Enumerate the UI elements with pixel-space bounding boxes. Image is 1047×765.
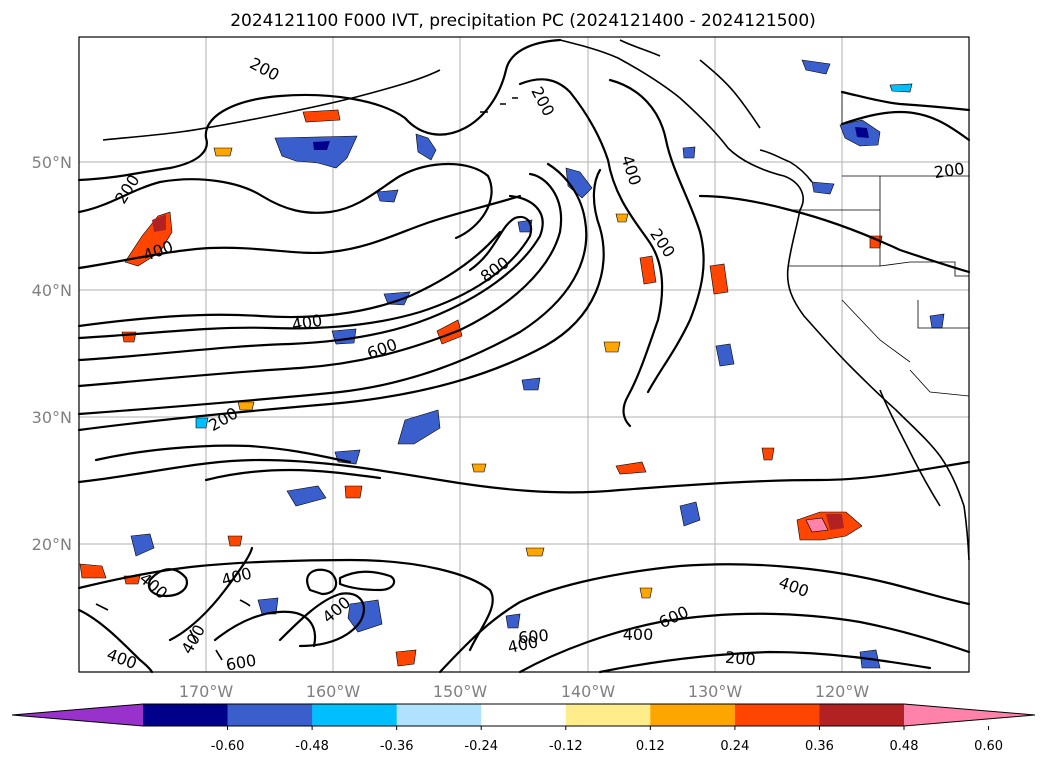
precip-patch-negative bbox=[376, 189, 399, 203]
precip-patch-negative bbox=[415, 133, 437, 161]
contour-label: 600 bbox=[517, 626, 549, 648]
precip-patch-negative bbox=[801, 59, 831, 75]
contour-label: 200 bbox=[933, 159, 966, 182]
precip-patch-positive bbox=[639, 255, 657, 285]
precip-patch-negative bbox=[130, 533, 155, 557]
colorbar: -0.60 -0.48 -0.36 -0.24 -0.12 0.12 0.24 0.36 0.4… bbox=[11, 703, 1036, 754]
contour-labels: 200 200 200 200 200 200 400 400 400 400 … bbox=[104, 54, 965, 675]
precip-patch-positive bbox=[709, 263, 729, 295]
colorbar-tick-label: 0.12 bbox=[636, 739, 665, 754]
precip-patch-negative bbox=[505, 613, 521, 629]
colorbar-segment bbox=[819, 704, 905, 726]
precip-patch-negative bbox=[195, 417, 209, 429]
map-background bbox=[79, 37, 969, 672]
precip-patch-negative bbox=[331, 328, 357, 345]
precip-patch-positive bbox=[615, 461, 647, 475]
colorbar-segment bbox=[312, 704, 398, 726]
precip-patch-positive bbox=[152, 214, 166, 232]
precip-patch-negative bbox=[521, 377, 541, 391]
colorbar-tick-label: -0.36 bbox=[380, 739, 414, 754]
precip-patch-negative bbox=[286, 485, 327, 507]
colorbar-segment bbox=[734, 704, 820, 726]
colorbar-tick-label: 0.48 bbox=[890, 739, 919, 754]
colorbar-tick-label: -0.24 bbox=[464, 739, 498, 754]
precip-patch-negative bbox=[257, 597, 279, 615]
colorbar-segment bbox=[481, 704, 567, 726]
precip-patch-negative bbox=[397, 409, 441, 445]
colorbar-outline bbox=[11, 703, 1036, 727]
precip-patch-negative bbox=[274, 135, 358, 169]
precip-patch-positive bbox=[302, 109, 341, 123]
longitude-labels: 170°W 160°W 150°W 140°W 130°W 120°W bbox=[179, 682, 870, 701]
colorbar-tick-label: 0.24 bbox=[720, 739, 749, 754]
precip-patch-negative bbox=[383, 291, 411, 306]
colorbar-segment bbox=[227, 704, 313, 726]
precip-patch-positive bbox=[603, 341, 621, 353]
precip-patch-negative bbox=[715, 343, 735, 367]
lon-label: 140°W bbox=[561, 682, 616, 701]
precip-patch-positive bbox=[395, 649, 417, 667]
precip-patch-negative bbox=[929, 313, 945, 329]
precip-patch-positive bbox=[615, 213, 629, 223]
colorbar-segment bbox=[396, 704, 482, 726]
colorbar-tick-label: 0.60 bbox=[974, 739, 1003, 754]
lat-label: 40°N bbox=[32, 281, 72, 300]
precip-patch-negative bbox=[811, 181, 835, 195]
precip-patch-positive bbox=[471, 463, 487, 473]
ivt-contours bbox=[77, 38, 971, 674]
colorbar-tick-label: 0.36 bbox=[805, 739, 834, 754]
colorbar-segment bbox=[143, 704, 229, 726]
colorbar-tick-label: -0.60 bbox=[211, 739, 245, 754]
precip-patch-positive bbox=[761, 447, 775, 461]
precip-patch-negative bbox=[347, 599, 383, 633]
precip-patch-negative bbox=[679, 501, 701, 527]
colorbar-tick-label: -0.12 bbox=[549, 739, 583, 754]
precip-patch-negative bbox=[313, 141, 330, 150]
map-panel: 200 200 200 200 200 200 400 400 400 400 … bbox=[77, 36, 971, 675]
lat-label: 20°N bbox=[32, 535, 72, 554]
colorbar-tick-label: -0.48 bbox=[295, 739, 329, 754]
precip-patch-positive bbox=[237, 401, 255, 411]
lon-label: 130°W bbox=[688, 682, 743, 701]
latitude-labels: 50°N 40°N 30°N 20°N bbox=[32, 153, 72, 554]
precip-patch-positive bbox=[344, 485, 363, 499]
coastlines bbox=[95, 39, 970, 661]
lat-label: 50°N bbox=[32, 153, 72, 172]
precip-patches bbox=[79, 59, 945, 669]
precip-patch-positive bbox=[436, 319, 463, 345]
precip-patch-negative bbox=[682, 146, 696, 159]
precip-patch-positive bbox=[525, 547, 545, 557]
lon-label: 170°W bbox=[179, 682, 234, 701]
precip-patch-positive bbox=[805, 517, 829, 533]
colorbar-extend-min bbox=[12, 704, 143, 726]
precip-patch-positive bbox=[826, 514, 844, 530]
precip-patch-positive bbox=[227, 535, 243, 547]
lon-label: 160°W bbox=[306, 682, 361, 701]
precip-patch-positive bbox=[639, 587, 653, 599]
colorbar-extend-max bbox=[904, 704, 1035, 726]
colorbar-segment bbox=[650, 704, 736, 726]
precip-patch-negative bbox=[855, 127, 869, 138]
colorbar-segment bbox=[565, 704, 651, 726]
precip-patch-positive bbox=[213, 147, 233, 157]
map-frame bbox=[78, 36, 970, 673]
figure-title: 2024121100 F000 IVT, precipitation PC (2… bbox=[230, 11, 816, 31]
contour-label: 200 bbox=[724, 648, 756, 670]
lon-label: 120°W bbox=[815, 682, 870, 701]
precip-patch-negative bbox=[889, 83, 913, 93]
precip-patch-positive bbox=[79, 563, 107, 579]
lat-label: 30°N bbox=[32, 408, 72, 427]
political-borders bbox=[788, 92, 970, 397]
contour-label: 400 bbox=[623, 625, 654, 644]
lon-label: 150°W bbox=[433, 682, 488, 701]
